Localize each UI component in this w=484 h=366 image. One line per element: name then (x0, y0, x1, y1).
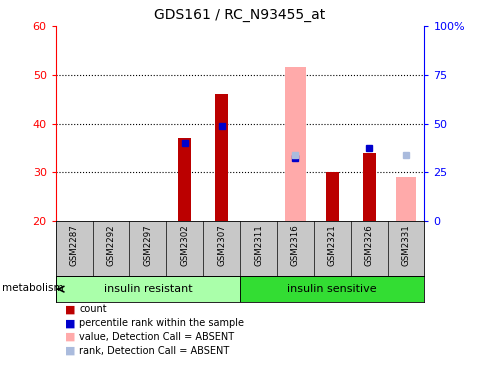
Bar (285, 67, 305, 221)
Text: percentile rank within the sample: percentile rank within the sample (79, 318, 243, 328)
Bar (362, 153, 375, 221)
Text: metabolism: metabolism (2, 283, 64, 294)
Text: GSM2307: GSM2307 (217, 224, 226, 266)
Text: GSM2311: GSM2311 (254, 224, 262, 266)
Text: GSM2326: GSM2326 (364, 224, 373, 266)
Text: insulin sensitive: insulin sensitive (287, 284, 376, 294)
Text: ■: ■ (65, 346, 76, 356)
Bar (325, 172, 338, 221)
Text: rank, Detection Call = ABSENT: rank, Detection Call = ABSENT (79, 346, 229, 356)
Text: GSM2316: GSM2316 (290, 224, 299, 266)
Text: GSM2302: GSM2302 (180, 224, 189, 266)
Text: GSM2331: GSM2331 (401, 224, 409, 266)
Text: ■: ■ (65, 332, 76, 342)
Text: count: count (79, 304, 106, 314)
Text: GSM2321: GSM2321 (327, 224, 336, 266)
Bar (395, 178, 415, 221)
Text: ■: ■ (65, 318, 76, 328)
Bar (56, 276, 240, 302)
Text: value, Detection Call = ABSENT: value, Detection Call = ABSENT (79, 332, 234, 342)
Bar (240, 276, 424, 302)
Text: ■: ■ (65, 304, 76, 314)
Text: GSM2287: GSM2287 (70, 224, 78, 266)
Text: GSM2292: GSM2292 (106, 224, 115, 266)
Bar (178, 138, 191, 221)
Title: GDS161 / RC_N93455_at: GDS161 / RC_N93455_at (154, 8, 325, 22)
Bar (215, 94, 227, 221)
Text: GSM2297: GSM2297 (143, 224, 152, 266)
Text: insulin resistant: insulin resistant (104, 284, 192, 294)
